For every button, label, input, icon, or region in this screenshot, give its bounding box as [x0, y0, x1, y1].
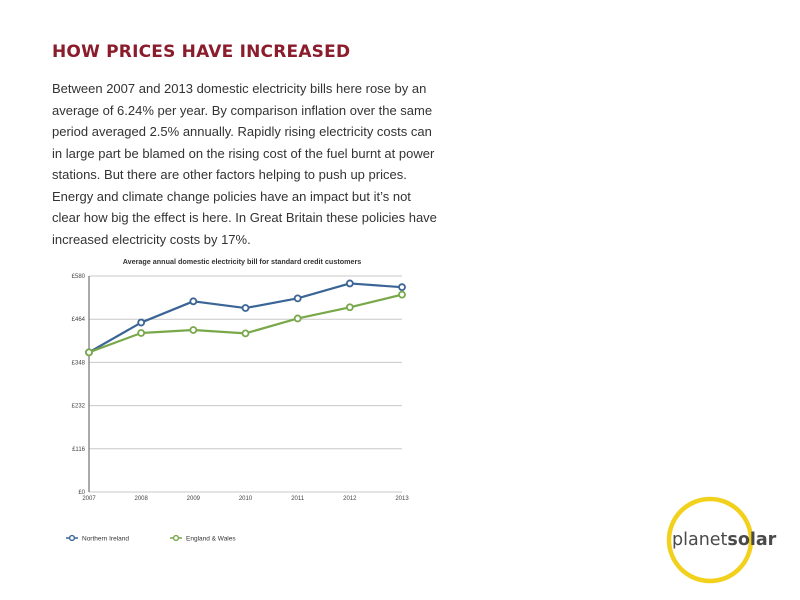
- data-point: [137, 329, 146, 337]
- y-tick-label: £348: [72, 360, 86, 366]
- data-point: [345, 303, 354, 312]
- x-tick-label: 2013: [395, 496, 409, 502]
- y-tick-label: £232: [72, 404, 86, 410]
- data-point: [293, 314, 302, 323]
- data-point: [345, 279, 354, 288]
- series-line: [88, 293, 403, 354]
- legend-label: Northern Ireland: [82, 535, 129, 542]
- data-point: [398, 283, 406, 292]
- legend-swatch-marker: [68, 534, 76, 542]
- page-heading: HOW PRICES HAVE INCREASED: [52, 42, 351, 62]
- y-tick-label: £464: [72, 317, 86, 323]
- logo-word-planet: planet: [672, 530, 728, 550]
- x-tick-label: 2012: [343, 496, 357, 502]
- logo-wordmark: planetsolar: [672, 530, 777, 550]
- data-point: [85, 348, 93, 357]
- y-tick-label: £0: [78, 490, 85, 496]
- x-tick-label: 2010: [239, 496, 253, 502]
- legend-label: England & Wales: [186, 535, 236, 542]
- data-point: [241, 304, 250, 312]
- y-tick-label: £116: [72, 447, 86, 453]
- planet-solar-logo: planetsolar: [666, 496, 777, 584]
- x-tick-label: 2008: [134, 496, 148, 502]
- series-line: [88, 282, 403, 354]
- data-point: [189, 297, 198, 306]
- logo-sun-ring: [666, 496, 754, 584]
- intro-paragraph: Between 2007 and 2013 domestic electrici…: [52, 81, 437, 247]
- data-point: [398, 290, 406, 299]
- electricity-bill-chart: Average annual domestic electricity bill…: [66, 257, 409, 542]
- legend-swatch-marker: [172, 534, 180, 542]
- data-point: [189, 326, 198, 334]
- data-point: [137, 318, 146, 327]
- x-tick-label: 2011: [291, 496, 305, 502]
- x-tick-label: 2009: [187, 496, 201, 502]
- chart-title: Average annual domestic electricity bill…: [123, 257, 362, 266]
- data-point: [293, 294, 302, 303]
- y-tick-label: £580: [72, 274, 86, 280]
- data-point: [241, 329, 250, 338]
- logo-word-solar: solar: [727, 530, 776, 550]
- x-tick-label: 2007: [82, 496, 96, 502]
